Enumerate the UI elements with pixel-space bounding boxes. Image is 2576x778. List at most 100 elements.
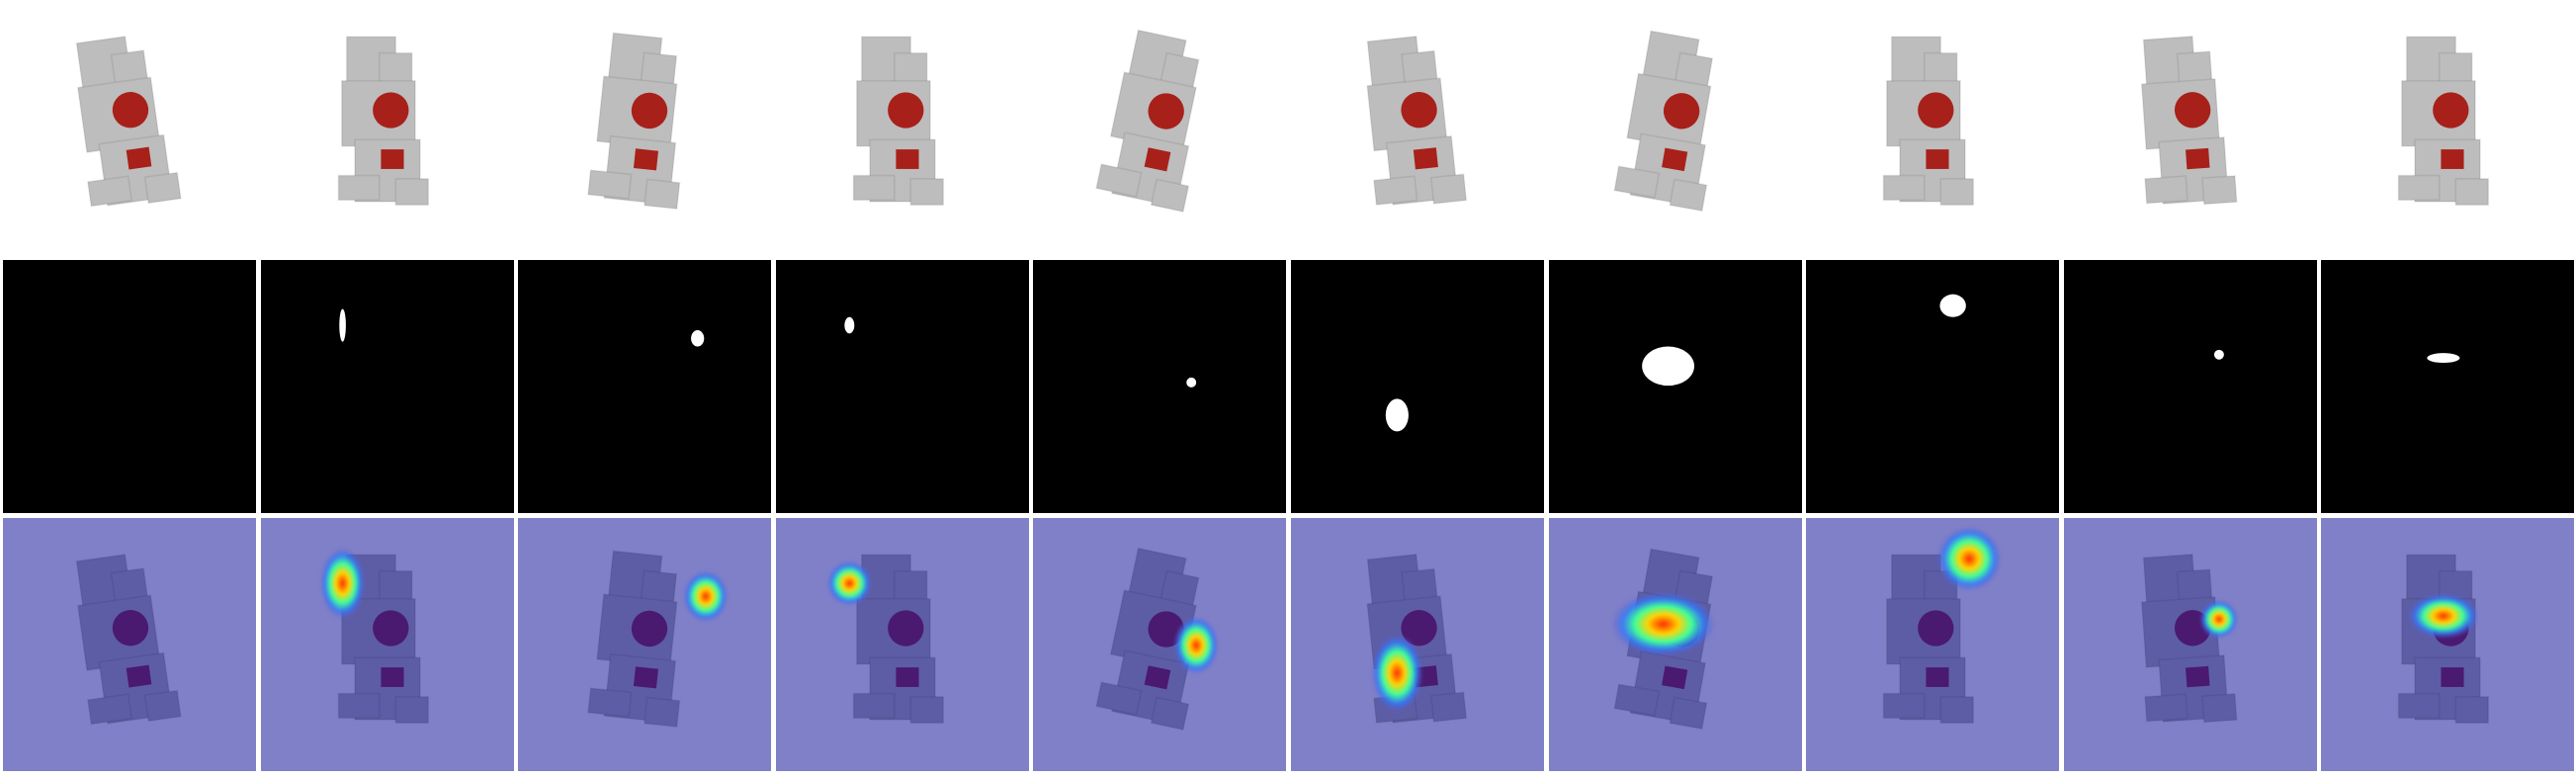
- heatmap-cell: [261, 518, 514, 771]
- block: [2397, 174, 2441, 202]
- render-cell: [2064, 0, 2317, 255]
- heat-blob: [682, 569, 730, 623]
- block: [1669, 178, 1708, 213]
- red-part: [633, 666, 659, 689]
- heatmap-cell: [1806, 518, 2059, 771]
- cell-bg: [1291, 260, 1544, 513]
- mask-blob: [1939, 294, 1966, 317]
- heatmap-cell: [1291, 518, 1544, 771]
- red-part: [1926, 149, 1949, 169]
- cell-bg: [3, 260, 256, 513]
- block: [1939, 178, 1975, 207]
- render-cell: [1549, 0, 1802, 255]
- red-part: [373, 610, 409, 647]
- red-part: [631, 610, 668, 648]
- figure: [587, 32, 681, 211]
- red-part: [2186, 665, 2210, 688]
- red-part: [1918, 610, 1954, 647]
- mask-blob: [339, 308, 346, 342]
- figure: [1095, 29, 1200, 214]
- block: [587, 169, 633, 200]
- mask-blob: [2427, 353, 2460, 364]
- heat-blob: [319, 547, 366, 620]
- red-part: [1148, 93, 1184, 130]
- block: [909, 178, 945, 207]
- block: [1882, 174, 1926, 202]
- block: [1429, 173, 1468, 205]
- block: [1429, 691, 1468, 723]
- mask-cell: [518, 260, 771, 513]
- red-part: [896, 667, 919, 687]
- heatmap-cell: [2321, 518, 2574, 771]
- heatmap-cell: [518, 518, 771, 771]
- mask-cell: [2064, 260, 2317, 513]
- red-part: [2186, 147, 2210, 170]
- render-cell: [3, 0, 256, 255]
- block: [2144, 693, 2189, 723]
- heatmap-cell: [776, 518, 1029, 771]
- heat-blob: [1173, 616, 1220, 675]
- red-part: [126, 664, 152, 688]
- block: [644, 696, 681, 729]
- red-part: [888, 92, 924, 129]
- mask-cell: [776, 260, 1029, 513]
- mask-blob: [1385, 398, 1409, 432]
- red-part: [2174, 92, 2211, 129]
- mask-blob: [844, 316, 855, 334]
- block: [587, 687, 633, 718]
- mask-blob: [691, 330, 705, 347]
- red-part: [1918, 92, 1954, 129]
- figure: [852, 36, 945, 207]
- block: [2397, 692, 2441, 720]
- red-part: [1401, 610, 1437, 647]
- heatmap-cell: [3, 518, 256, 771]
- red-part: [112, 610, 149, 647]
- block: [2454, 178, 2490, 207]
- mask-cell: [261, 260, 514, 513]
- mask-cell: [2321, 260, 2574, 513]
- block: [1882, 692, 1926, 720]
- block: [852, 692, 896, 720]
- block: [337, 174, 381, 202]
- figure: [337, 36, 430, 207]
- heatmap-cell: [1549, 518, 1802, 771]
- red-part: [896, 149, 919, 169]
- red-part: [1144, 665, 1171, 690]
- block: [1095, 681, 1143, 716]
- heat-blob: [1610, 591, 1716, 657]
- figure: [1613, 30, 1714, 213]
- cell-bg: [1549, 260, 1802, 513]
- red-part: [1413, 147, 1438, 170]
- block: [1613, 165, 1661, 199]
- cell-bg: [1806, 260, 2059, 513]
- block: [909, 696, 945, 725]
- block: [1939, 696, 1975, 725]
- cell-bg: [776, 260, 1029, 513]
- figure: [1366, 35, 1468, 207]
- render-cell: [1291, 0, 1544, 255]
- red-part: [1662, 147, 1688, 172]
- figure: [75, 35, 182, 208]
- cell-bg: [2064, 260, 2317, 513]
- block: [86, 175, 133, 208]
- red-part: [1144, 147, 1171, 172]
- block: [337, 692, 381, 720]
- heat-blob: [826, 560, 873, 607]
- block: [852, 174, 896, 202]
- block: [1613, 683, 1661, 717]
- cell-bg: [1033, 260, 1286, 513]
- heat-blob: [2407, 592, 2480, 640]
- red-part: [1926, 667, 1949, 687]
- block: [394, 696, 430, 725]
- block: [2454, 696, 2490, 725]
- red-part: [126, 146, 152, 170]
- figure: [1882, 554, 1975, 725]
- heat-blob: [1370, 634, 1423, 713]
- block: [1095, 163, 1143, 198]
- render-cell: [1806, 0, 2059, 255]
- mask-cell: [1806, 260, 2059, 513]
- render-cell: [2321, 0, 2574, 255]
- cell-bg: [261, 260, 514, 513]
